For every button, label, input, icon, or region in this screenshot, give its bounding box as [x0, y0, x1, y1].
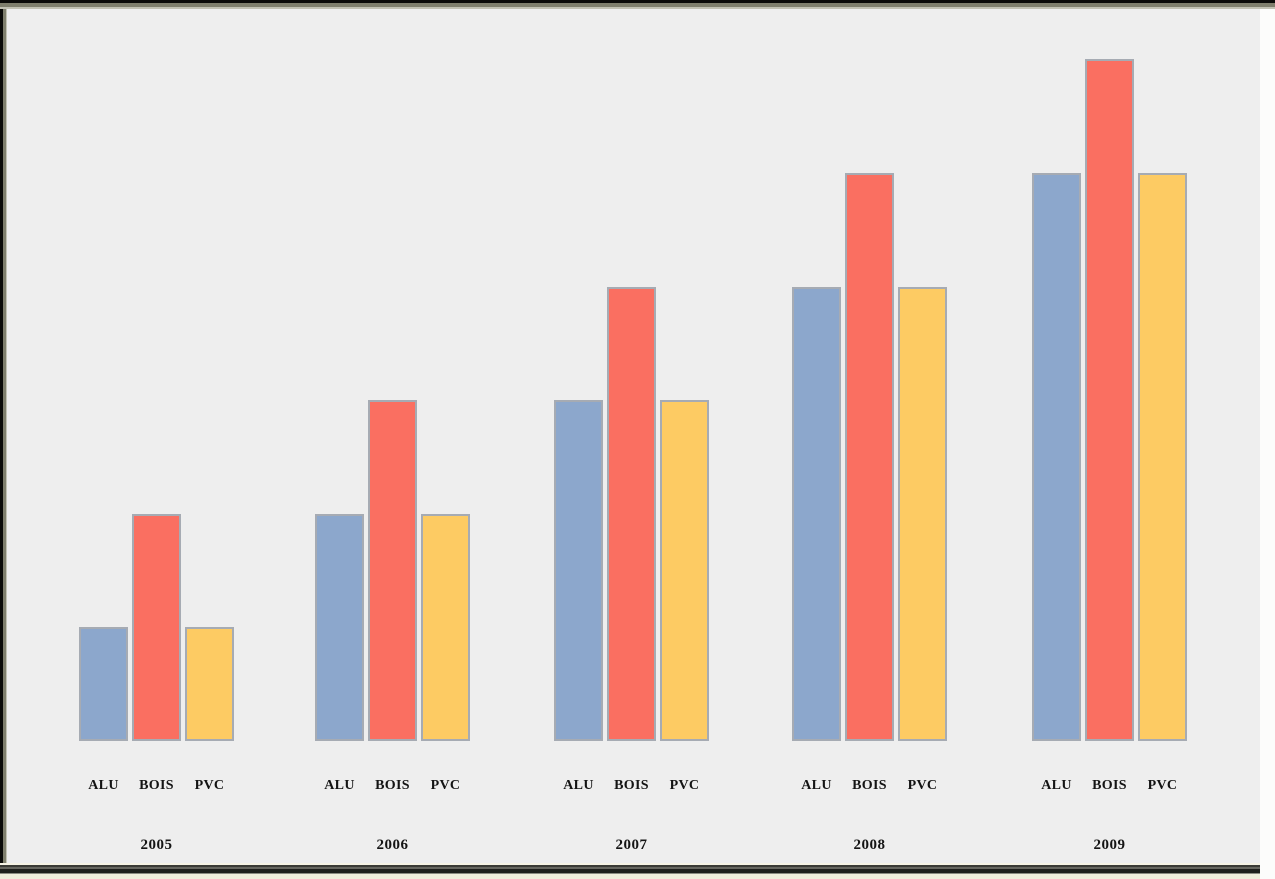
- year-label-2006: 2006: [376, 837, 409, 853]
- bar-pvc-2008: [898, 287, 947, 741]
- series-label-alu-2006: ALU: [324, 778, 355, 793]
- bar-bois-2008: [845, 173, 894, 741]
- window-frame-bottom: [0, 863, 1260, 879]
- bar-alu-2005: [79, 627, 128, 741]
- window-right-strip: [1260, 9, 1275, 879]
- series-label-pvc-2008: PVC: [907, 778, 938, 793]
- series-label-pvc-2006: PVC: [430, 778, 461, 793]
- bar-alu-2009: [1032, 173, 1081, 741]
- bar-alu-2008: [792, 287, 841, 741]
- series-label-alu-2008: ALU: [801, 778, 832, 793]
- bar-pvc-2007: [660, 400, 709, 741]
- bar-pvc-2006: [421, 514, 470, 741]
- bar-bois-2009: [1085, 59, 1134, 741]
- series-label-bois-2005: BOIS: [139, 778, 174, 793]
- year-label-2009: 2009: [1093, 837, 1126, 853]
- bar-bois-2007: [607, 287, 656, 741]
- series-label-pvc-2007: PVC: [669, 778, 700, 793]
- bar-alu-2006: [315, 514, 364, 741]
- year-label-2007: 2007: [615, 837, 648, 853]
- series-label-pvc-2009: PVC: [1147, 778, 1178, 793]
- bar-pvc-2005: [185, 627, 234, 741]
- bar-chart: ALU BOIS PVC 2005 ALU BOIS PVC 2006 ALU BOIS PVC 20…: [7, 9, 1260, 863]
- window-frame-left: [0, 9, 7, 863]
- series-label-bois-2006: BOIS: [375, 778, 410, 793]
- window-frame-top: [0, 0, 1275, 9]
- series-label-bois-2009: BOIS: [1092, 778, 1127, 793]
- bar-alu-2007: [554, 400, 603, 741]
- series-label-alu-2009: ALU: [1041, 778, 1072, 793]
- bar-bois-2005: [132, 514, 181, 741]
- series-label-pvc-2005: PVC: [194, 778, 225, 793]
- series-label-alu-2007: ALU: [563, 778, 594, 793]
- year-label-2005: 2005: [140, 837, 173, 853]
- series-label-alu-2005: ALU: [88, 778, 119, 793]
- bar-bois-2006: [368, 400, 417, 741]
- year-label-2008: 2008: [853, 837, 886, 853]
- slide-background: ALU BOIS PVC 2005 ALU BOIS PVC 2006 ALU BOIS PVC 20…: [7, 9, 1260, 863]
- bar-pvc-2009: [1138, 173, 1187, 741]
- series-label-bois-2008: BOIS: [852, 778, 887, 793]
- series-label-bois-2007: BOIS: [614, 778, 649, 793]
